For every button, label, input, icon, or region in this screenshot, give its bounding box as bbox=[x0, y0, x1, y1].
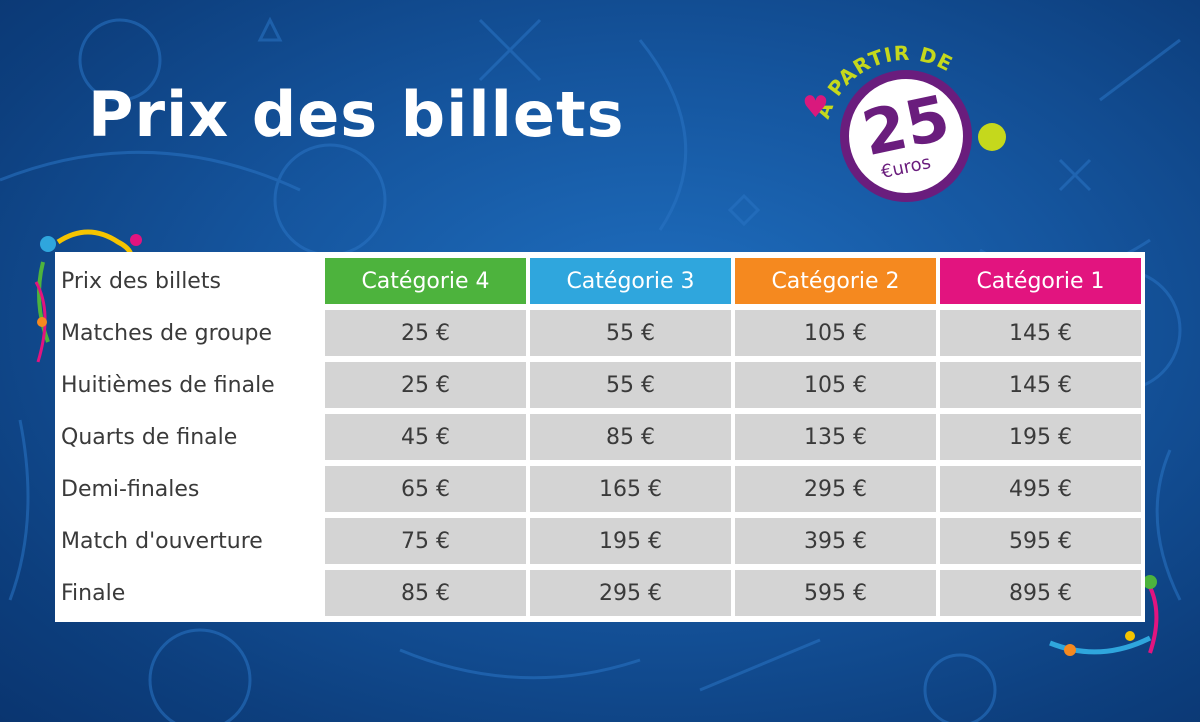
price-cell: 105 € bbox=[735, 362, 936, 408]
table-row: Demi-finales 65 € 165 € 295 € 495 € bbox=[59, 466, 1141, 512]
row-label: Finale bbox=[59, 570, 321, 616]
row-label: Demi-finales bbox=[59, 466, 321, 512]
price-cell: 895 € bbox=[940, 570, 1141, 616]
row-label: Huitièmes de finale bbox=[59, 362, 321, 408]
price-cell: 145 € bbox=[940, 362, 1141, 408]
page-title: Prix des billets bbox=[88, 78, 625, 151]
price-cell: 75 € bbox=[325, 518, 526, 564]
category-2-header: Catégorie 2 bbox=[735, 258, 936, 304]
table-row: Huitièmes de finale 25 € 55 € 105 € 145 … bbox=[59, 362, 1141, 408]
price-cell: 25 € bbox=[325, 310, 526, 356]
heart-icon: ♥ bbox=[802, 90, 829, 125]
table-row: Match d'ouverture 75 € 195 € 395 € 595 € bbox=[59, 518, 1141, 564]
price-cell: 55 € bbox=[530, 310, 731, 356]
price-cell: 55 € bbox=[530, 362, 731, 408]
corner-label: Prix des billets bbox=[59, 258, 321, 304]
price-table: Prix des billets Catégorie 4 Catégorie 3… bbox=[55, 252, 1145, 622]
price-cell: 295 € bbox=[530, 570, 731, 616]
category-3-header: Catégorie 3 bbox=[530, 258, 731, 304]
row-label: Quarts de finale bbox=[59, 414, 321, 460]
price-cell: 595 € bbox=[735, 570, 936, 616]
price-cell: 495 € bbox=[940, 466, 1141, 512]
table-row: Matches de groupe 25 € 55 € 105 € 145 € bbox=[59, 310, 1141, 356]
price-cell: 395 € bbox=[735, 518, 936, 564]
table-row: Quarts de finale 45 € 85 € 135 € 195 € bbox=[59, 414, 1141, 460]
price-cell: 195 € bbox=[530, 518, 731, 564]
table-header-row: Prix des billets Catégorie 4 Catégorie 3… bbox=[59, 258, 1141, 304]
price-cell: 45 € bbox=[325, 414, 526, 460]
price-cell: 595 € bbox=[940, 518, 1141, 564]
price-cell: 135 € bbox=[735, 414, 936, 460]
row-label: Match d'ouverture bbox=[59, 518, 321, 564]
row-label: Matches de groupe bbox=[59, 310, 321, 356]
price-cell: 105 € bbox=[735, 310, 936, 356]
price-badge: À PARTIR DE ♥ 25 €uros bbox=[780, 28, 1020, 218]
table-row: Finale 85 € 295 € 595 € 895 € bbox=[59, 570, 1141, 616]
price-cell: 65 € bbox=[325, 466, 526, 512]
green-dot-icon bbox=[978, 123, 1006, 151]
price-cell: 295 € bbox=[735, 466, 936, 512]
category-4-header: Catégorie 4 bbox=[325, 258, 526, 304]
category-1-header: Catégorie 1 bbox=[940, 258, 1141, 304]
price-cell: 85 € bbox=[530, 414, 731, 460]
price-cell: 165 € bbox=[530, 466, 731, 512]
badge-circle: 25 €uros bbox=[840, 70, 972, 202]
price-cell: 25 € bbox=[325, 362, 526, 408]
price-cell: 195 € bbox=[940, 414, 1141, 460]
decorative-swirl-right bbox=[1049, 575, 1159, 656]
price-cell: 145 € bbox=[940, 310, 1141, 356]
price-cell: 85 € bbox=[325, 570, 526, 616]
